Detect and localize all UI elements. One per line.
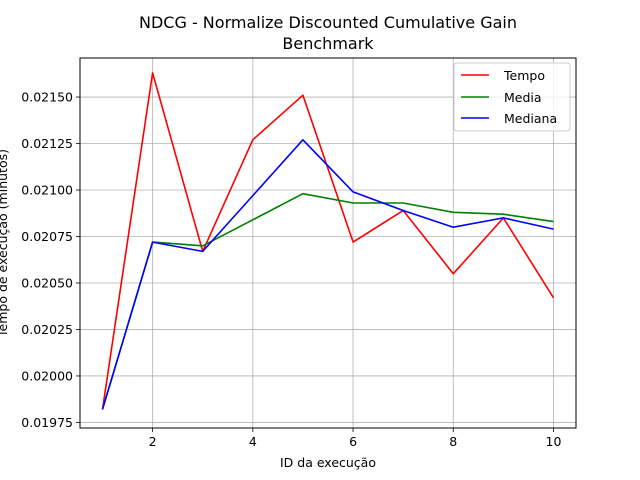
- legend-label-tempo: Tempo: [503, 68, 545, 83]
- series-line-media: [101, 192, 554, 410]
- chart-title-line-2: Benchmark: [282, 34, 374, 53]
- axis-ticks: 2 4 6 8 10 0.01975 0.02000 0.02025 0.02050 0.0207…: [21, 90, 561, 449]
- series-line-tempo: [101, 72, 555, 410]
- y-tick-label: 0.02025: [21, 322, 73, 337]
- series-lines: [101, 72, 555, 410]
- y-tick-label: 0.02100: [21, 183, 73, 198]
- legend: Tempo Media Mediana: [453, 62, 571, 132]
- grid-lines: [80, 58, 576, 428]
- x-tick-label: 8: [449, 434, 457, 449]
- y-tick-label: 0.01975: [21, 415, 73, 430]
- x-tick-label: 6: [349, 434, 357, 449]
- y-tick-label: 0.02000: [21, 368, 73, 383]
- x-tick-label: 4: [249, 434, 257, 449]
- chart-title-line-1: NDCG - Normalize Discounted Cumulative G…: [139, 13, 517, 32]
- x-axis-label: ID da execução: [280, 455, 376, 470]
- plot-area-frame: [79, 57, 577, 429]
- series-line-mediana: [101, 139, 554, 410]
- legend-box: [453, 62, 571, 132]
- y-tick-label: 0.02050: [21, 275, 73, 290]
- legend-label-mediana: Mediana: [504, 111, 557, 126]
- y-axis-label: Tempo de execução (minutos): [0, 149, 10, 338]
- y-tick-label: 0.02150: [21, 90, 73, 105]
- y-tick-label: 0.02075: [21, 229, 73, 244]
- x-tick-label: 10: [546, 434, 562, 449]
- x-tick-label: 2: [149, 434, 157, 449]
- legend-label-media: Media: [504, 90, 542, 105]
- y-tick-label: 0.02125: [21, 136, 73, 151]
